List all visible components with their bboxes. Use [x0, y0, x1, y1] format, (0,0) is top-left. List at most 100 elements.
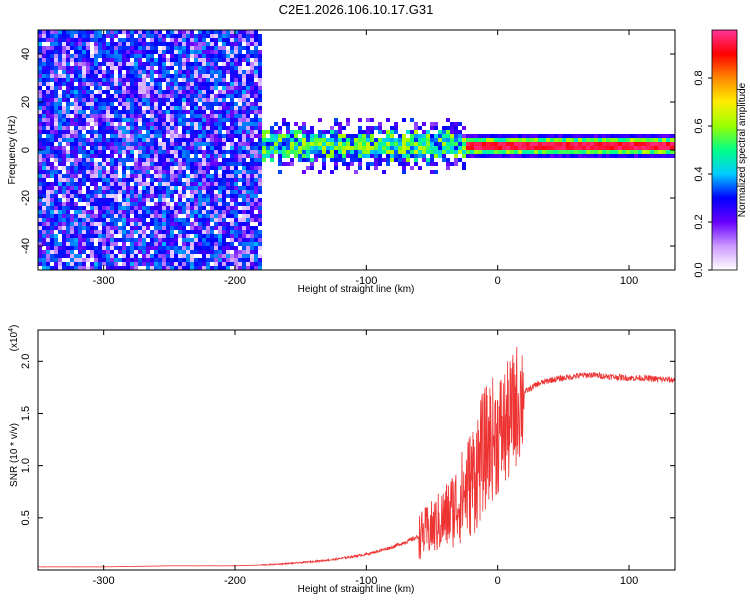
chart-title: C2E1.2026.106.10.17.G31 — [279, 2, 434, 17]
spectrogram-cell — [142, 126, 146, 130]
spectrogram-cell — [106, 54, 110, 58]
spectrogram-cell — [102, 162, 106, 166]
spectrogram-cell — [198, 34, 202, 38]
spectrogram-cell — [114, 182, 118, 186]
spectrogram-cell — [58, 110, 62, 114]
spectrogram-cell — [402, 118, 406, 122]
spectrogram-cell — [50, 102, 54, 106]
spectrogram-cell — [42, 94, 46, 98]
spectrogram-cell — [366, 166, 370, 170]
spectrogram-cell — [46, 74, 50, 78]
spectrogram-cell — [122, 258, 126, 262]
spectrogram-cell — [230, 222, 234, 226]
spectrogram-cell — [350, 142, 354, 146]
spectrogram-cell — [46, 158, 50, 162]
spectrogram-cell — [98, 246, 102, 250]
spectrogram-cell — [82, 118, 86, 122]
spectrogram-cell — [66, 174, 70, 178]
spectrogram-cell — [150, 158, 154, 162]
spectrogram-cell — [246, 50, 250, 54]
spectrogram-cell — [258, 254, 262, 258]
spectrogram-cell — [70, 110, 74, 114]
spectrogram-cell — [38, 230, 42, 234]
spectrogram-cell — [370, 134, 374, 138]
spectrogram-cell — [330, 150, 334, 154]
spectrogram-cell — [218, 194, 222, 198]
spectrogram-cell — [170, 126, 174, 130]
spectrogram-cell — [598, 142, 602, 146]
spectrogram-cell — [42, 102, 46, 106]
spectrogram-cell — [130, 146, 134, 150]
spectrogram-cell — [66, 94, 70, 98]
spectrogram-cell — [182, 158, 186, 162]
spectrogram-cell — [74, 94, 78, 98]
spectrogram-cell — [278, 134, 282, 138]
spectrogram-cell — [170, 30, 174, 34]
spectrogram-cell — [146, 190, 150, 194]
spectrogram-cell — [222, 158, 226, 162]
spectrogram-cell — [214, 58, 218, 62]
spectrogram-cell — [134, 166, 138, 170]
spectrogram-cell — [622, 150, 626, 154]
spectrogram-cell — [214, 158, 218, 162]
spectrogram-cell — [198, 70, 202, 74]
spectrogram-cell — [250, 82, 254, 86]
spectrogram-cell — [38, 66, 42, 70]
y-tick-label: -20 — [20, 190, 32, 206]
spectrogram-cell — [506, 146, 510, 150]
x-tick-label: -300 — [93, 575, 115, 587]
spectrogram-cell — [254, 42, 258, 46]
spectrogram-cell — [254, 58, 258, 62]
spectrogram-cell — [54, 178, 58, 182]
spectrogram-cell — [134, 130, 138, 134]
spectrogram-cell — [378, 142, 382, 146]
spectrogram-cell — [74, 30, 78, 34]
spectrogram-cell — [98, 218, 102, 222]
spectrogram-cell — [66, 130, 70, 134]
spectrogram-cell — [382, 150, 386, 154]
spectrogram-cell — [234, 30, 238, 34]
spectrogram-cell — [206, 258, 210, 262]
spectrogram-cell — [70, 190, 74, 194]
spectrogram-cell — [170, 74, 174, 78]
spectrogram-cell — [410, 130, 414, 134]
spectrogram-cell — [230, 46, 234, 50]
spectrogram-cell — [166, 66, 170, 70]
spectrogram-cell — [90, 102, 94, 106]
spectrogram-cell — [306, 166, 310, 170]
spectrogram-cell — [458, 138, 462, 142]
spectrogram-cell — [126, 34, 130, 38]
spectrogram-cell — [134, 146, 138, 150]
spectrogram-cell — [310, 134, 314, 138]
spectrogram-cell — [186, 126, 190, 130]
spectrogram-cell — [310, 146, 314, 150]
spectrogram-cell — [54, 94, 58, 98]
spectrogram-cell — [50, 106, 54, 110]
spectrogram-cell — [166, 230, 170, 234]
spectrogram-cell — [182, 118, 186, 122]
spectrogram-cell — [414, 150, 418, 154]
spectrogram-cell — [190, 158, 194, 162]
spectrogram-cell — [222, 178, 226, 182]
spectrogram-cell — [330, 126, 334, 130]
spectrogram-cell — [238, 78, 242, 82]
spectrogram-cell — [146, 106, 150, 110]
spectrogram-cell — [402, 146, 406, 150]
spectrogram-cell — [174, 58, 178, 62]
spectrogram-cell — [174, 242, 178, 246]
spectrogram-cell — [106, 78, 110, 82]
spectrogram-cell — [38, 222, 42, 226]
spectrogram-cell — [74, 222, 78, 226]
spectrogram-cell — [262, 138, 266, 142]
spectrogram-cell — [286, 146, 290, 150]
spectrogram-cell — [142, 110, 146, 114]
spectrogram-cell — [322, 154, 326, 158]
spectrogram-cell — [174, 82, 178, 86]
spectrogram-cell — [118, 78, 122, 82]
spectrogram-cell — [38, 118, 42, 122]
spectrogram-cell — [530, 150, 534, 154]
spectrogram-cell — [358, 146, 362, 150]
spectrogram-cell — [114, 146, 118, 150]
spectrogram-cell — [250, 226, 254, 230]
spectrogram-cell — [414, 154, 418, 158]
